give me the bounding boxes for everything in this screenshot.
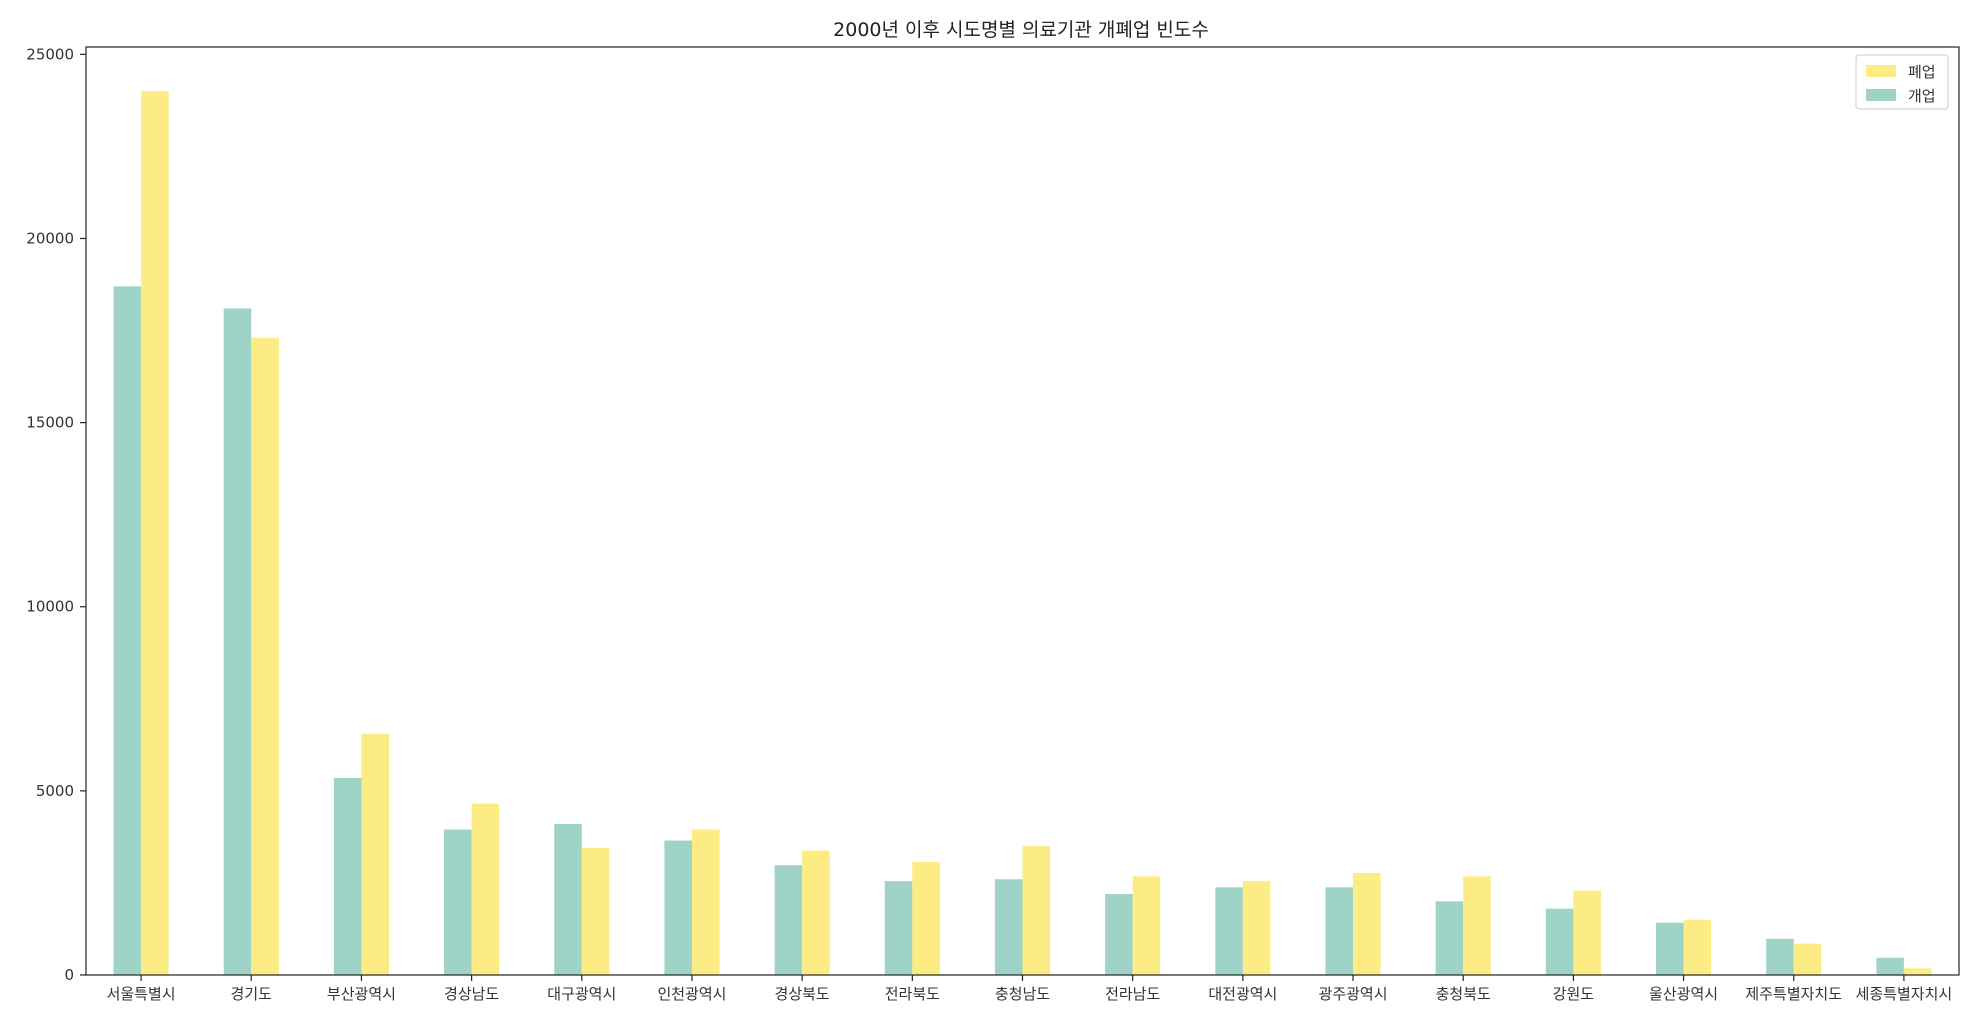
x-tick-label: 대전광역시 bbox=[1208, 985, 1277, 1003]
x-axis: 서울특별시 경기도 부산광역시 경상남도 대구광역시 인천광역시 경상북도 전라북도 충청남도 전… bbox=[107, 975, 1953, 1003]
bar-close-6 bbox=[802, 850, 830, 975]
bar-open-0 bbox=[113, 286, 142, 975]
x-tick-label: 충청남도 bbox=[995, 985, 1050, 1003]
bar-open-15 bbox=[1766, 938, 1794, 975]
bar-open-16 bbox=[1876, 957, 1904, 975]
x-tick-label: 충청북도 bbox=[1436, 985, 1491, 1003]
y-tick-label: 10000 bbox=[26, 598, 74, 616]
bar-open-10 bbox=[1215, 887, 1243, 975]
bar-close-9 bbox=[1132, 876, 1161, 975]
bar-open-3 bbox=[444, 829, 472, 975]
bar-close-4 bbox=[581, 847, 610, 975]
legend-swatch bbox=[1866, 65, 1896, 77]
legend-label: 폐업 bbox=[1908, 63, 1936, 81]
legend-swatch bbox=[1866, 89, 1896, 101]
bar-open-7 bbox=[884, 881, 913, 975]
bar-close-10 bbox=[1242, 881, 1271, 975]
bar-close-14 bbox=[1683, 919, 1712, 975]
bar-close-1 bbox=[251, 337, 279, 975]
bar-open-6 bbox=[774, 865, 803, 975]
bars-group bbox=[113, 91, 1932, 975]
bar-open-1 bbox=[223, 308, 252, 975]
x-tick-label: 대구광역시 bbox=[547, 985, 616, 1003]
bar-open-11 bbox=[1325, 887, 1354, 975]
bar-open-14 bbox=[1656, 922, 1684, 975]
bar-close-16 bbox=[1903, 968, 1932, 975]
x-tick-label: 세종특별자치시 bbox=[1856, 985, 1953, 1003]
bar-open-2 bbox=[333, 777, 362, 975]
x-tick-label: 전라북도 bbox=[885, 985, 940, 1003]
x-tick-label: 울산광역시 bbox=[1649, 985, 1718, 1003]
bar-open-5 bbox=[664, 840, 692, 975]
bar-close-7 bbox=[912, 861, 940, 975]
bar-open-12 bbox=[1435, 901, 1464, 975]
bar-open-4 bbox=[554, 824, 582, 975]
y-tick-label: 20000 bbox=[26, 229, 74, 247]
bar-open-13 bbox=[1545, 908, 1574, 975]
y-tick-label: 0 bbox=[64, 966, 74, 984]
y-axis: 0 5000 10000 15000 20000 25000 bbox=[26, 45, 86, 984]
x-tick-label: 서울특별시 bbox=[107, 985, 176, 1003]
bar-close-15 bbox=[1793, 943, 1822, 975]
chart-title: 2000년 이후 시도명별 의료기관 개폐업 빈도수 bbox=[833, 19, 1209, 41]
y-tick-label: 15000 bbox=[26, 414, 74, 432]
bar-open-8 bbox=[994, 879, 1023, 975]
bar-close-0 bbox=[141, 91, 169, 975]
x-tick-label: 광주광역시 bbox=[1319, 985, 1388, 1003]
legend-label: 개업 bbox=[1908, 87, 1936, 105]
bar-close-5 bbox=[691, 829, 720, 975]
bar-open-9 bbox=[1105, 893, 1133, 975]
x-tick-label: 부산광역시 bbox=[327, 985, 396, 1003]
x-tick-label: 인천광역시 bbox=[657, 985, 726, 1003]
x-tick-label: 전라남도 bbox=[1105, 985, 1160, 1003]
bar-close-8 bbox=[1022, 846, 1051, 975]
x-tick-label: 경기도 bbox=[231, 985, 273, 1003]
y-tick-label: 5000 bbox=[36, 782, 74, 800]
bar-close-11 bbox=[1353, 872, 1381, 975]
x-tick-label: 경상남도 bbox=[444, 985, 499, 1003]
bar-close-3 bbox=[471, 803, 500, 975]
y-tick-label: 25000 bbox=[26, 45, 74, 63]
bar-close-2 bbox=[361, 733, 389, 975]
bar-close-13 bbox=[1573, 890, 1601, 975]
x-tick-label: 제주특별자치도 bbox=[1745, 985, 1842, 1003]
x-tick-label: 강원도 bbox=[1553, 985, 1595, 1003]
x-tick-label: 경상북도 bbox=[775, 985, 830, 1003]
bar-close-12 bbox=[1463, 876, 1491, 975]
